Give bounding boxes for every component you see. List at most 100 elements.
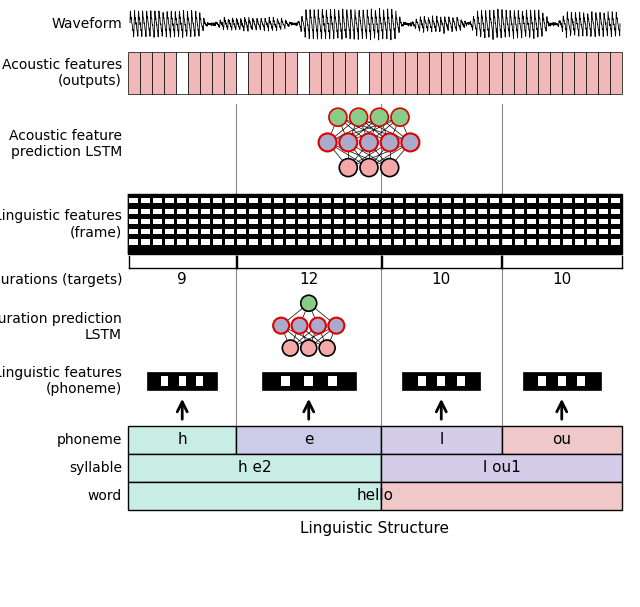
Bar <box>453 52 465 94</box>
Bar <box>539 229 548 234</box>
Bar <box>328 376 337 387</box>
Text: ou: ou <box>552 433 572 447</box>
Bar <box>273 209 283 214</box>
Bar <box>273 198 283 203</box>
Bar <box>467 198 476 203</box>
Bar <box>430 240 439 245</box>
Bar <box>550 240 560 245</box>
Bar <box>550 219 560 224</box>
Bar <box>539 209 548 214</box>
Bar <box>225 198 234 203</box>
Bar <box>260 52 273 94</box>
Bar <box>381 454 622 482</box>
Bar <box>406 240 415 245</box>
Bar <box>402 372 481 390</box>
Bar <box>575 229 584 234</box>
Bar <box>418 229 427 234</box>
Bar <box>250 240 259 245</box>
Bar <box>574 52 586 94</box>
Circle shape <box>360 134 378 151</box>
Bar <box>285 52 297 94</box>
Bar <box>563 240 572 245</box>
Circle shape <box>339 158 357 177</box>
Bar <box>538 52 550 94</box>
Bar <box>393 52 405 94</box>
Bar <box>418 209 427 214</box>
Text: Linguistic Structure: Linguistic Structure <box>301 520 449 535</box>
Bar <box>527 198 536 203</box>
Bar <box>129 219 138 224</box>
Bar <box>285 219 294 224</box>
Bar <box>587 219 596 224</box>
Bar <box>201 219 211 224</box>
Bar <box>213 229 222 234</box>
Bar <box>550 229 560 234</box>
Bar <box>406 209 415 214</box>
Bar <box>611 240 620 245</box>
Bar <box>430 229 439 234</box>
Bar <box>273 219 283 224</box>
Bar <box>189 198 198 203</box>
Text: Waveform: Waveform <box>51 17 122 31</box>
Bar <box>490 219 499 224</box>
Bar <box>575 209 584 214</box>
Bar <box>262 198 271 203</box>
Bar <box>490 52 502 94</box>
Bar <box>236 52 248 94</box>
Circle shape <box>328 317 344 334</box>
Circle shape <box>329 108 347 126</box>
Bar <box>418 219 427 224</box>
Bar <box>527 219 536 224</box>
Bar <box>550 209 560 214</box>
Bar <box>587 198 596 203</box>
Bar <box>129 198 138 203</box>
Bar <box>310 240 319 245</box>
Bar <box>273 240 283 245</box>
Bar <box>406 229 415 234</box>
Bar <box>262 240 271 245</box>
Bar <box>381 426 502 454</box>
Text: Linguistic features
(frame): Linguistic features (frame) <box>0 209 122 239</box>
Bar <box>298 229 307 234</box>
Bar <box>189 219 198 224</box>
Bar <box>285 209 294 214</box>
Bar <box>370 240 379 245</box>
Bar <box>322 240 331 245</box>
Bar <box>346 209 355 214</box>
Bar <box>611 198 620 203</box>
Bar <box>141 219 150 224</box>
Bar <box>273 229 283 234</box>
Circle shape <box>371 108 388 126</box>
Bar <box>467 209 476 214</box>
Bar <box>147 372 218 390</box>
Circle shape <box>310 317 326 334</box>
Bar <box>611 219 620 224</box>
Circle shape <box>319 340 335 356</box>
Bar <box>405 52 417 94</box>
Bar <box>333 52 345 94</box>
Bar <box>478 229 488 234</box>
Bar <box>128 454 381 482</box>
Bar <box>515 198 524 203</box>
Text: hello: hello <box>356 489 394 503</box>
Bar <box>250 198 259 203</box>
Bar <box>152 52 164 94</box>
Bar <box>201 229 211 234</box>
Bar <box>610 52 622 94</box>
Bar <box>575 198 584 203</box>
Bar <box>611 209 620 214</box>
Bar <box>370 209 379 214</box>
Text: Acoustic features
(outputs): Acoustic features (outputs) <box>2 58 122 88</box>
Bar <box>285 229 294 234</box>
Bar <box>334 219 343 224</box>
Bar <box>310 229 319 234</box>
Bar <box>382 198 391 203</box>
Bar <box>599 219 608 224</box>
Text: 10: 10 <box>552 273 572 288</box>
Bar <box>165 240 174 245</box>
Circle shape <box>301 295 317 311</box>
Circle shape <box>273 317 289 334</box>
Bar <box>539 240 548 245</box>
Bar <box>382 219 391 224</box>
Bar <box>213 198 222 203</box>
